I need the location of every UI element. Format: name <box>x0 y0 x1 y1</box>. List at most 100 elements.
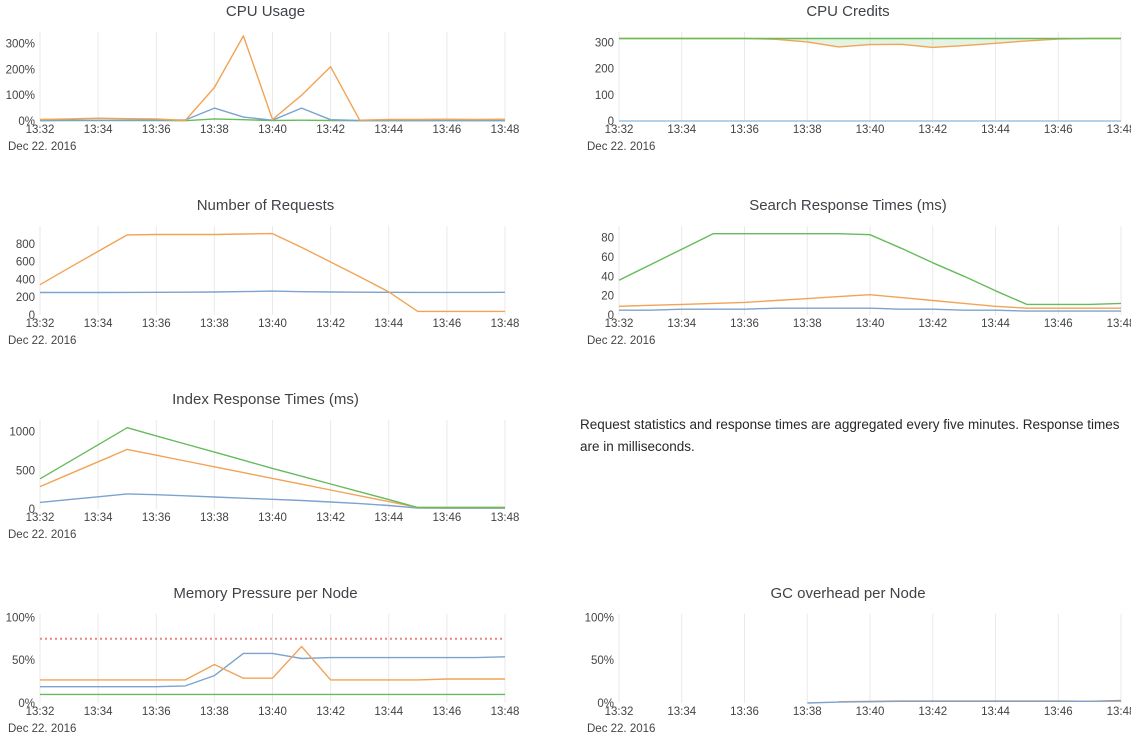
svg-text:13:32: 13:32 <box>26 512 55 524</box>
svg-text:13:48: 13:48 <box>1107 706 1131 718</box>
svg-text:13:34: 13:34 <box>84 706 113 718</box>
svg-text:60: 60 <box>601 252 614 264</box>
svg-text:500: 500 <box>16 465 35 477</box>
svg-text:13:40: 13:40 <box>856 124 885 136</box>
svg-text:100%: 100% <box>6 90 35 102</box>
chart-title-cpu-credits: CPU Credits <box>806 3 890 20</box>
svg-text:20: 20 <box>601 291 614 303</box>
cpu-credits-plot[interactable]: 13:32 13:34 13:36 13:38 13:40 13:42 13:44 13:46… <box>565 24 1131 156</box>
memory-pressure-plot[interactable]: 13:32 13:34 13:36 13:38 13:40 13:42 13:44 13:46… <box>0 606 531 738</box>
svg-text:13:44: 13:44 <box>374 318 403 330</box>
chart-search-response-times: Search Response Times (ms) 13:32 13:34 13:… <box>565 196 1131 347</box>
svg-text:13:36: 13:36 <box>730 706 759 718</box>
svg-text:300: 300 <box>595 37 614 49</box>
svg-text:13:32: 13:32 <box>26 124 55 136</box>
chart-index-response-times: Index Response Times (ms) 13:32 13:34 13:3… <box>0 390 531 541</box>
svg-text:13:32: 13:32 <box>605 706 634 718</box>
svg-text:40: 40 <box>601 271 614 283</box>
svg-text:800: 800 <box>16 239 35 251</box>
svg-text:13:32: 13:32 <box>605 124 634 136</box>
svg-text:Dec 22. 2016: Dec 22. 2016 <box>8 141 76 153</box>
svg-text:13:46: 13:46 <box>432 706 461 718</box>
svg-text:13:36: 13:36 <box>730 124 759 136</box>
chart-gc-overhead: GC overhead per Node 13:32 13:34 13:36 13:3… <box>565 584 1131 735</box>
svg-text:13:44: 13:44 <box>981 124 1010 136</box>
svg-text:13:32: 13:32 <box>26 318 55 330</box>
svg-text:13:42: 13:42 <box>316 124 345 136</box>
svg-text:13:34: 13:34 <box>84 318 113 330</box>
svg-text:13:32: 13:32 <box>26 706 55 718</box>
svg-text:200: 200 <box>595 64 614 76</box>
number-of-requests-plot[interactable]: 13:32 13:34 13:36 13:38 13:40 13:42 13:44 13:46… <box>0 218 531 350</box>
svg-text:100: 100 <box>595 90 614 102</box>
svg-text:13:34: 13:34 <box>84 124 113 136</box>
chart-cpu-credits: CPU Credits 13:32 13:34 13:36 13:38 13:40 13:… <box>565 2 1131 153</box>
svg-text:13:34: 13:34 <box>667 124 696 136</box>
svg-text:600: 600 <box>16 257 35 269</box>
chart-title-number-of-requests: Number of Requests <box>196 197 335 214</box>
svg-text:0%: 0% <box>597 698 614 710</box>
svg-text:13:36: 13:36 <box>730 318 759 330</box>
svg-text:Dec 22. 2016: Dec 22. 2016 <box>587 723 655 735</box>
chart-number-of-requests: Number of Requests 13:32 13:34 13:36 13:38 1… <box>0 196 531 347</box>
cpu-usage-plot[interactable]: 13:32 13:34 13:36 13:38 13:40 13:42 13:44 13:46… <box>0 24 531 156</box>
svg-text:13:34: 13:34 <box>667 706 696 718</box>
svg-text:13:48: 13:48 <box>491 512 520 524</box>
chart-title-cpu-usage: CPU Usage <box>225 3 306 20</box>
aggregation-note-cell: Request statistics and response times ar… <box>565 390 1131 540</box>
svg-text:13:44: 13:44 <box>374 706 403 718</box>
svg-text:13:42: 13:42 <box>918 706 947 718</box>
svg-text:13:48: 13:48 <box>1107 124 1131 136</box>
svg-text:13:36: 13:36 <box>142 124 171 136</box>
svg-text:13:38: 13:38 <box>793 318 822 330</box>
chart-memory-pressure: Memory Pressure per Node 13:32 13:34 13:36… <box>0 584 531 735</box>
svg-text:13:40: 13:40 <box>258 124 287 136</box>
svg-text:80: 80 <box>601 233 614 245</box>
svg-text:Dec 22. 2016: Dec 22. 2016 <box>587 335 655 347</box>
svg-text:50%: 50% <box>12 655 35 667</box>
svg-text:13:44: 13:44 <box>981 318 1010 330</box>
svg-text:13:46: 13:46 <box>432 124 461 136</box>
svg-text:13:46: 13:46 <box>432 318 461 330</box>
svg-text:0%: 0% <box>18 698 35 710</box>
svg-text:Dec 22. 2016: Dec 22. 2016 <box>8 529 76 541</box>
svg-text:13:40: 13:40 <box>258 706 287 718</box>
svg-text:100%: 100% <box>585 612 614 624</box>
svg-text:13:48: 13:48 <box>491 318 520 330</box>
svg-text:13:44: 13:44 <box>374 512 403 524</box>
svg-text:13:44: 13:44 <box>374 124 403 136</box>
svg-text:13:44: 13:44 <box>981 706 1010 718</box>
gc-overhead-plot[interactable]: 13:32 13:34 13:36 13:38 13:40 13:42 13:44 13:46… <box>565 606 1131 738</box>
svg-text:13:38: 13:38 <box>200 706 229 718</box>
svg-text:13:42: 13:42 <box>316 318 345 330</box>
svg-text:13:36: 13:36 <box>142 706 171 718</box>
svg-text:Dec 22. 2016: Dec 22. 2016 <box>8 723 76 735</box>
svg-text:13:38: 13:38 <box>200 512 229 524</box>
svg-text:0: 0 <box>608 116 614 128</box>
svg-text:13:42: 13:42 <box>316 706 345 718</box>
svg-text:100%: 100% <box>6 612 35 624</box>
chart-title-search-response-times: Search Response Times (ms) <box>749 197 947 214</box>
svg-text:13:42: 13:42 <box>918 318 947 330</box>
svg-text:13:46: 13:46 <box>432 512 461 524</box>
svg-text:0%: 0% <box>18 116 35 128</box>
svg-text:13:38: 13:38 <box>793 124 822 136</box>
svg-text:13:42: 13:42 <box>918 124 947 136</box>
svg-text:13:48: 13:48 <box>1107 318 1131 330</box>
svg-text:0: 0 <box>29 504 35 516</box>
svg-text:13:42: 13:42 <box>316 512 345 524</box>
search-response-times-plot[interactable]: 13:32 13:34 13:36 13:38 13:40 13:42 13:44 13:46… <box>565 218 1131 350</box>
svg-text:13:40: 13:40 <box>258 318 287 330</box>
svg-text:13:34: 13:34 <box>84 512 113 524</box>
svg-text:Dec 22. 2016: Dec 22. 2016 <box>587 141 655 153</box>
svg-text:200%: 200% <box>6 64 35 76</box>
svg-text:1000: 1000 <box>9 427 35 439</box>
index-response-times-plot[interactable]: 13:32 13:34 13:36 13:38 13:40 13:42 13:44 13:46… <box>0 412 531 544</box>
svg-text:50%: 50% <box>591 655 614 667</box>
svg-text:Dec 22. 2016: Dec 22. 2016 <box>8 335 76 347</box>
chart-title-gc-overhead: GC overhead per Node <box>770 585 926 602</box>
svg-text:13:46: 13:46 <box>1044 706 1073 718</box>
svg-text:0: 0 <box>29 310 35 322</box>
svg-text:13:38: 13:38 <box>200 318 229 330</box>
